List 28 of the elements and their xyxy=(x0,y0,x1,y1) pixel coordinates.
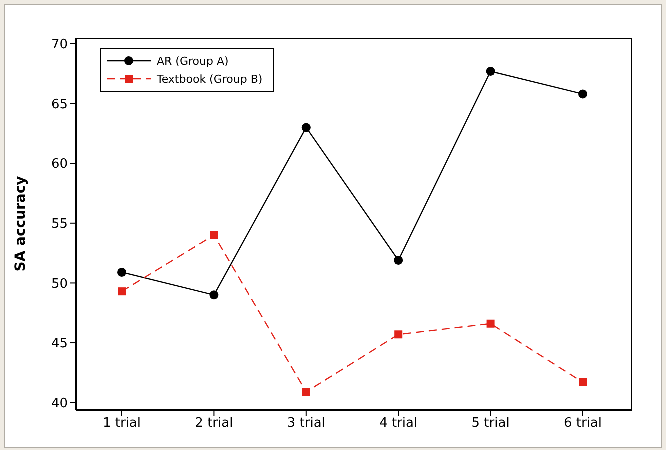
point xyxy=(394,256,404,265)
y-tick-label: 50 xyxy=(51,276,68,292)
y-tick-label: 55 xyxy=(51,217,68,232)
x-tick-label: 3 trial xyxy=(287,416,326,432)
point xyxy=(486,320,495,328)
point xyxy=(486,66,496,76)
point xyxy=(118,268,126,277)
x-tick-label: 4 trial xyxy=(380,416,418,432)
y-tick-label: 40 xyxy=(51,396,68,412)
y-tick-label: 70 xyxy=(51,38,68,53)
point xyxy=(118,288,126,296)
y-tick-label: 65 xyxy=(51,97,68,112)
x-tick-label: 1 trial xyxy=(102,416,142,432)
point xyxy=(579,378,587,386)
x-tick-label: 6 trial xyxy=(564,416,602,432)
point xyxy=(302,388,310,396)
point xyxy=(578,90,588,99)
point xyxy=(210,231,218,240)
x-tick-label: 5 trial xyxy=(472,416,510,432)
x-tick-label: 2 trial xyxy=(195,416,234,432)
point xyxy=(302,123,311,132)
legend-label: AR (Group A) xyxy=(157,54,229,68)
point xyxy=(210,290,219,300)
y-tick-label: 60 xyxy=(51,157,68,172)
y-tick-label: 45 xyxy=(51,336,68,352)
y-axis-title: SA accuracy xyxy=(12,176,29,272)
legend-label: Textbook (Group B) xyxy=(157,72,263,86)
point xyxy=(394,330,403,339)
